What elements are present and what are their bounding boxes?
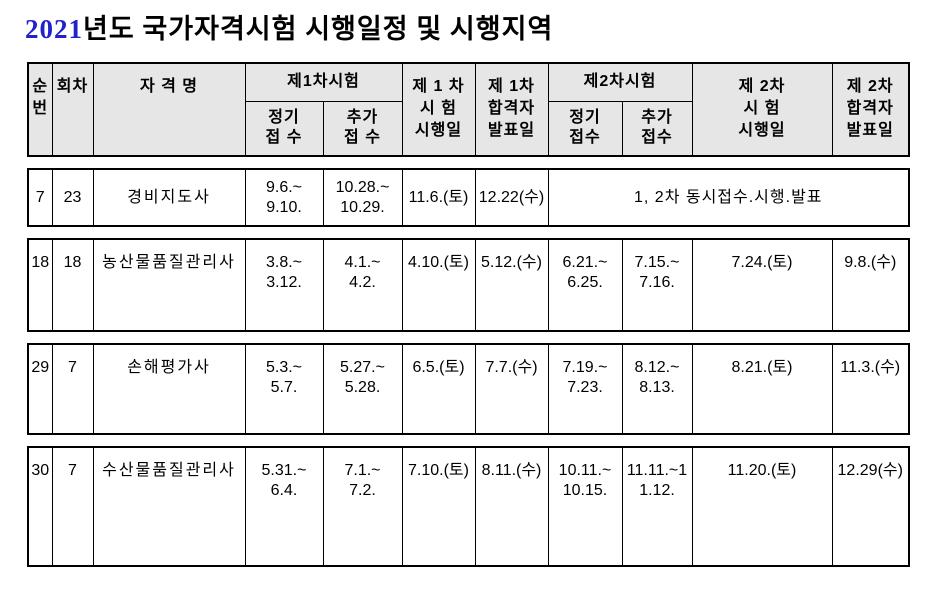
cell-seq: 18 xyxy=(27,238,53,332)
cell-exam2-additional: 11.11.~1 1.12. xyxy=(621,446,693,567)
header-exam1: 제1차시험 xyxy=(244,62,403,102)
header-exam1-date: 제 1 차 시 험 시행일 xyxy=(401,62,476,157)
cell-round: 23 xyxy=(51,168,94,227)
header-seq: 순 번 xyxy=(27,62,53,157)
cell-exam2-regular: 10.11.~ 10.15. xyxy=(547,446,623,567)
cell-seq: 7 xyxy=(27,168,53,227)
cell-round: 7 xyxy=(51,343,94,435)
title-text: 년도 국가자격시험 시행일정 및 시행지역 xyxy=(83,14,554,44)
cell-exam2-announce: 11.3.(수) xyxy=(831,343,910,435)
cell-exam1-additional: 7.1.~ 7.2. xyxy=(322,446,403,567)
title-year: 2021 xyxy=(25,14,83,44)
cell-exam2-date: 11.20.(토) xyxy=(691,446,833,567)
header-name: 자 격 명 xyxy=(92,62,246,157)
header-exam2-regular: 정기 접수 xyxy=(547,100,623,157)
cell-exam1-regular: 9.6.~ 9.10. xyxy=(244,168,324,227)
cell-name: 수산물품질관리사 xyxy=(92,446,246,567)
schedule-row: 30 7 수산물품질관리사 5.31.~ 6.4. 7.1.~ 7.2. 7.1… xyxy=(27,446,910,567)
cell-exam1-regular: 5.3.~ 5.7. xyxy=(244,343,324,435)
header-exam2-announce: 제 2차 합격자 발표일 xyxy=(831,62,910,157)
schedule-row: 7 23 경비지도사 9.6.~ 9.10. 10.28.~ 10.29. 11… xyxy=(27,168,911,227)
schedule-row: 29 7 손해평가사 5.3.~ 5.7. 5.27.~ 5.28. 6.5.(… xyxy=(27,343,910,435)
cell-exam1-date: 6.5.(토) xyxy=(401,343,476,435)
cell-round: 18 xyxy=(51,238,94,332)
cell-name: 손해평가사 xyxy=(92,343,246,435)
cell-exam1-additional: 4.1.~ 4.2. xyxy=(322,238,403,332)
cell-exam1-date: 7.10.(토) xyxy=(401,446,476,567)
cell-exam1-announce: 8.11.(수) xyxy=(474,446,549,567)
cell-exam1-regular: 5.31.~ 6.4. xyxy=(244,446,324,567)
cell-exam1-regular: 3.8.~ 3.12. xyxy=(244,238,324,332)
cell-seq: 29 xyxy=(27,343,53,435)
header-exam1-additional: 추가 접 수 xyxy=(322,100,403,157)
header-exam2-additional: 추가 접수 xyxy=(621,100,693,157)
schedule-header: 순 번 회차 자 격 명 제1차시험 제 1 차 시 험 시행일 제 1차 합격… xyxy=(27,62,910,157)
cell-exam1-additional: 5.27.~ 5.28. xyxy=(322,343,403,435)
cell-exam1-announce: 12.22(수) xyxy=(474,168,549,227)
header-exam1-announce: 제 1차 합격자 발표일 xyxy=(474,62,549,157)
cell-name: 농산물품질관리사 xyxy=(92,238,246,332)
cell-seq: 30 xyxy=(27,446,53,567)
cell-round: 7 xyxy=(51,446,94,567)
header-exam2-date: 제 2차 시 험 시행일 xyxy=(691,62,833,157)
schedule-table: 순 번 회차 자 격 명 제1차시험 제 1 차 시 험 시행일 제 1차 합격… xyxy=(27,62,933,567)
cell-exam1-date: 4.10.(토) xyxy=(401,238,476,332)
cell-exam2-announce: 12.29(수) xyxy=(831,446,910,567)
cell-exam2-additional: 8.12.~ 8.13. xyxy=(621,343,693,435)
cell-exam2-regular: 6.21.~ 6.25. xyxy=(547,238,623,332)
cell-exam1-announce: 7.7.(수) xyxy=(474,343,549,435)
header-exam1-regular: 정기 접 수 xyxy=(244,100,324,157)
cell-exam1-additional: 10.28.~ 10.29. xyxy=(322,168,403,227)
cell-exam2-regular: 7.19.~ 7.23. xyxy=(547,343,623,435)
cell-exam2-date: 8.21.(토) xyxy=(691,343,833,435)
cell-exam2-announce: 9.8.(수) xyxy=(831,238,910,332)
cell-exam1-date: 11.6.(토) xyxy=(401,168,476,227)
header-round: 회차 xyxy=(51,62,94,157)
cell-name: 경비지도사 xyxy=(92,168,246,227)
cell-exam2-additional: 7.15.~ 7.16. xyxy=(621,238,693,332)
cell-merged-note: 1, 2차 동시접수.시행.발표 xyxy=(547,168,910,227)
page-title: 2021년도 국가자격시험 시행일정 및 시행지역 xyxy=(25,13,933,46)
header-exam2: 제2차시험 xyxy=(547,62,693,102)
cell-exam1-announce: 5.12.(수) xyxy=(474,238,549,332)
cell-exam2-date: 7.24.(토) xyxy=(691,238,833,332)
schedule-row: 18 18 농산물품질관리사 3.8.~ 3.12. 4.1.~ 4.2. 4.… xyxy=(27,238,910,332)
